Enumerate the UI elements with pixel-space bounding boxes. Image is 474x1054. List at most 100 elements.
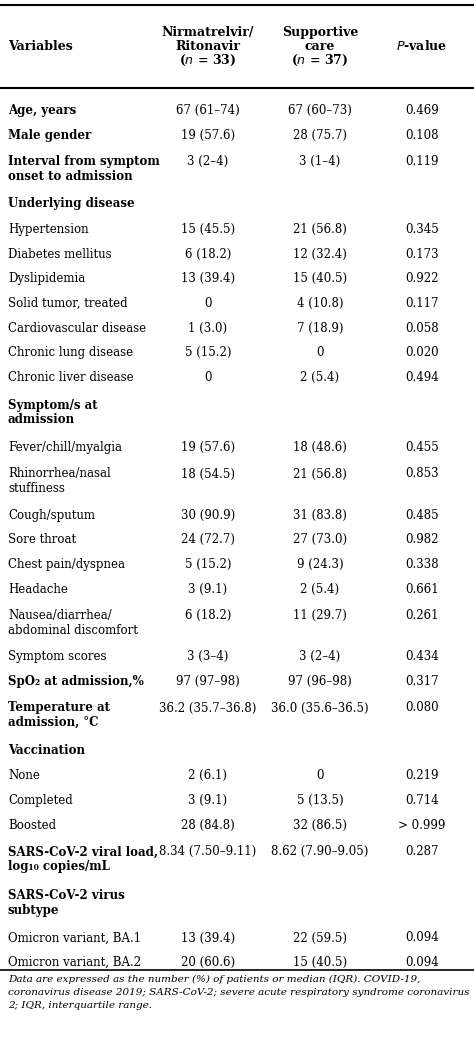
Text: SpO₂ at admission,%: SpO₂ at admission,% [8,675,144,688]
Text: log₁₀ copies/mL: log₁₀ copies/mL [8,860,110,873]
Text: 0: 0 [316,347,324,359]
Text: 21 (56.8): 21 (56.8) [293,468,347,481]
Text: Cough/sputum: Cough/sputum [8,508,95,522]
Text: 18 (54.5): 18 (54.5) [181,468,235,481]
Text: 24 (72.7): 24 (72.7) [181,533,235,546]
Text: 0.469: 0.469 [405,104,439,117]
Text: 0.317: 0.317 [405,675,439,688]
Text: Fever/chill/myalgia: Fever/chill/myalgia [8,441,122,454]
Text: 67 (61–74): 67 (61–74) [176,104,240,117]
Text: 2 (5.4): 2 (5.4) [301,583,339,596]
Text: Data are expressed as the number (%) of patients or median (IQR). COVID-19,: Data are expressed as the number (%) of … [8,975,420,984]
Text: 0.853: 0.853 [405,468,439,481]
Text: 0.219: 0.219 [405,769,439,782]
Text: 30 (90.9): 30 (90.9) [181,508,235,522]
Text: coronavirus disease 2019; SARS-CoV-2; severe acute respiratory syndrome coronavi: coronavirus disease 2019; SARS-CoV-2; se… [8,988,470,997]
Text: 0.173: 0.173 [405,248,439,260]
Text: Diabetes mellitus: Diabetes mellitus [8,248,111,260]
Text: 12 (32.4): 12 (32.4) [293,248,347,260]
Text: 5 (15.2): 5 (15.2) [185,558,231,571]
Text: 0.261: 0.261 [405,609,439,622]
Text: 0.094: 0.094 [405,956,439,970]
Text: 15 (40.5): 15 (40.5) [293,956,347,970]
Text: Hypertension: Hypertension [8,223,89,236]
Text: 11 (29.7): 11 (29.7) [293,609,347,622]
Text: 0: 0 [316,769,324,782]
Text: 0.455: 0.455 [405,441,439,454]
Text: 0.434: 0.434 [405,650,439,663]
Text: 3 (3–4): 3 (3–4) [187,650,228,663]
Text: 97 (97–98): 97 (97–98) [176,675,240,688]
Text: Dyslipidemia: Dyslipidemia [8,272,85,286]
Text: 21 (56.8): 21 (56.8) [293,223,347,236]
Text: None: None [8,769,40,782]
Text: Solid tumor, treated: Solid tumor, treated [8,297,128,310]
Text: 0.020: 0.020 [405,347,439,359]
Text: Ritonavir: Ritonavir [175,40,240,53]
Text: Headache: Headache [8,583,68,596]
Text: 15 (45.5): 15 (45.5) [181,223,235,236]
Text: 0.714: 0.714 [405,794,439,807]
Text: 0.117: 0.117 [405,297,439,310]
Text: 1 (3.0): 1 (3.0) [189,321,228,335]
Text: 15 (40.5): 15 (40.5) [293,272,347,286]
Text: 0.119: 0.119 [405,155,439,168]
Text: 36.2 (35.7–36.8): 36.2 (35.7–36.8) [159,702,257,715]
Text: 5 (13.5): 5 (13.5) [297,794,343,807]
Text: 32 (86.5): 32 (86.5) [293,819,347,832]
Text: 6 (18.2): 6 (18.2) [185,248,231,260]
Text: Male gender: Male gender [8,129,91,141]
Text: 0: 0 [204,297,212,310]
Text: 0.345: 0.345 [405,223,439,236]
Text: 8.34 (7.50–9.11): 8.34 (7.50–9.11) [159,845,256,858]
Text: SARS-CoV-2 viral load,: SARS-CoV-2 viral load, [8,845,158,858]
Text: 0.058: 0.058 [405,321,439,335]
Text: 3 (2–4): 3 (2–4) [300,650,341,663]
Text: Cardiovascular disease: Cardiovascular disease [8,321,146,335]
Text: 0.922: 0.922 [405,272,439,286]
Text: 19 (57.6): 19 (57.6) [181,441,235,454]
Text: 13 (39.4): 13 (39.4) [181,272,235,286]
Text: 20 (60.6): 20 (60.6) [181,956,235,970]
Text: care: care [305,40,335,53]
Text: 0.338: 0.338 [405,558,439,571]
Text: Age, years: Age, years [8,104,76,117]
Text: Completed: Completed [8,794,73,807]
Text: 97 (96–98): 97 (96–98) [288,675,352,688]
Text: 0.080: 0.080 [405,702,439,715]
Text: 7 (18.9): 7 (18.9) [297,321,343,335]
Text: 28 (75.7): 28 (75.7) [293,129,347,141]
Text: > 0.999: > 0.999 [398,819,446,832]
Text: 0: 0 [204,371,212,384]
Text: Rhinorrhea/nasal: Rhinorrhea/nasal [8,468,111,481]
Text: Symptom scores: Symptom scores [8,650,107,663]
Text: abdominal discomfort: abdominal discomfort [8,624,138,637]
Text: 0.287: 0.287 [405,845,439,858]
Text: 36.0 (35.6–36.5): 36.0 (35.6–36.5) [271,702,369,715]
Text: 8.62 (7.90–9.05): 8.62 (7.90–9.05) [271,845,369,858]
Text: 19 (57.6): 19 (57.6) [181,129,235,141]
Text: Boosted: Boosted [8,819,56,832]
Text: Sore throat: Sore throat [8,533,76,546]
Text: $P$-value: $P$-value [396,39,447,54]
Text: ($n$ = 37): ($n$ = 37) [292,53,348,69]
Text: 0.485: 0.485 [405,508,439,522]
Text: 28 (84.8): 28 (84.8) [181,819,235,832]
Text: 67 (60–73): 67 (60–73) [288,104,352,117]
Text: admission: admission [8,413,75,426]
Text: Underlying disease: Underlying disease [8,197,135,210]
Text: 5 (15.2): 5 (15.2) [185,347,231,359]
Text: 3 (9.1): 3 (9.1) [189,794,228,807]
Text: 22 (59.5): 22 (59.5) [293,932,347,944]
Text: admission, °C: admission, °C [8,716,99,729]
Text: Chest pain/dyspnea: Chest pain/dyspnea [8,558,125,571]
Text: 0.982: 0.982 [405,533,439,546]
Text: 2; IQR, interquartile range.: 2; IQR, interquartile range. [8,1001,152,1010]
Text: 3 (1–4): 3 (1–4) [300,155,341,168]
Text: 13 (39.4): 13 (39.4) [181,932,235,944]
Text: 6 (18.2): 6 (18.2) [185,609,231,622]
Text: 3 (2–4): 3 (2–4) [187,155,228,168]
Text: 0.094: 0.094 [405,932,439,944]
Text: Vaccination: Vaccination [8,744,85,757]
Text: 4 (10.8): 4 (10.8) [297,297,343,310]
